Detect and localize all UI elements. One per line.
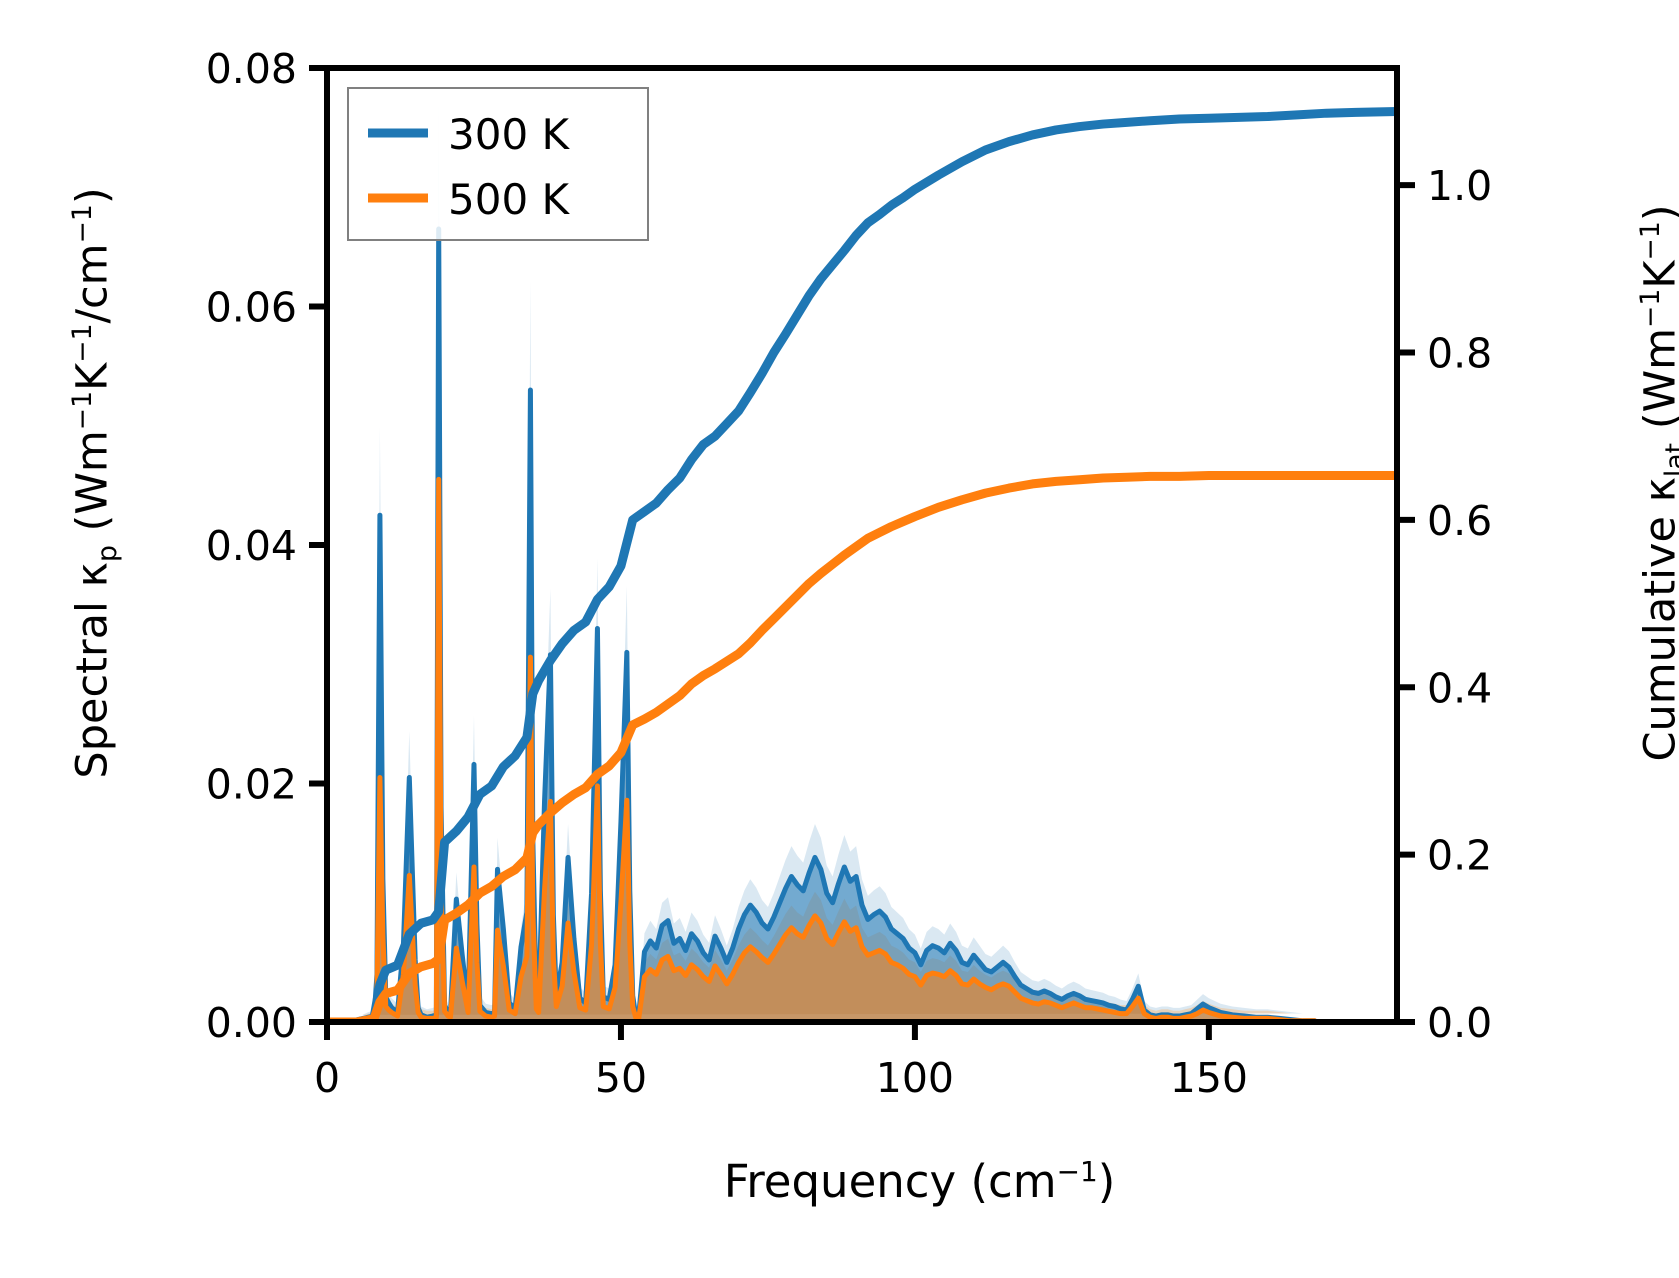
y-axis-left-label: Spectral κp (Wm−1K−1/cm−1) [67,33,123,933]
legend-label-300k: 300 K [448,110,571,159]
xlabel-close: ) [1097,1155,1116,1208]
x-tick-label: 50 [595,1054,647,1102]
cumulative-lines [327,107,1397,1022]
y-right-tick-label: 0.8 [1427,330,1492,378]
y-right-tick-label: 0.0 [1427,999,1492,1047]
spectral-lines [327,226,1318,1022]
ylabel-right-exp1: −1 [1635,288,1667,329]
legend-box [347,87,649,241]
ylabel-right-sub: lat [1659,442,1679,478]
x-axis-label: Frequency (cm−1) [0,1155,1679,1208]
ylabel-left-sub: p [91,545,123,563]
ylabel-left-text: Spectral [67,587,118,779]
ylabel-right-text: Cumulative [1635,516,1679,762]
x-tick-label: 150 [1170,1054,1248,1102]
ylabel-left-exp2: −1 [67,323,99,363]
ylabel-left-k: K [67,362,118,391]
ylabel-right-k: K [1635,261,1679,289]
y-right-tick-label: 0.4 [1427,664,1492,712]
y-left-tick-label: 0.08 [206,45,297,93]
y-left-tick-label: 0.04 [206,522,297,570]
ylabel-left-slash: /cm [67,243,118,324]
y-right-tick-label: 0.6 [1427,497,1492,545]
ylabel-left-kappa: κ [67,562,118,588]
axis-ticks [309,65,1415,1040]
x-tick-label: 0 [314,1054,340,1102]
legend[interactable]: 300 K 500 K [347,87,649,241]
ylabel-left-unitopen: (Wm [67,430,118,546]
ylabel-right-unitopen: (Wm [1635,328,1679,430]
legend-label-500k: 500 K [448,175,571,224]
xlabel-exp: −1 [1056,1155,1098,1188]
ylabel-right-kappa: κ [1635,477,1679,502]
ylabel-left-unitclose: ) [67,187,118,205]
x-tick-label: 100 [876,1054,954,1102]
y-right-tick-label: 0.2 [1427,832,1492,880]
ylabel-left-exp3: −1 [67,204,99,244]
y-right-tick-label: 1.0 [1427,162,1492,210]
y-axis-right-label: Cumulative κlat (Wm−1K−1) [1635,33,1679,933]
axis-tick-labels: 0 50 100 150 0.00 0.02 0.04 0.06 0.08 0.0 0.2 0.4 0.… [206,45,1493,1102]
ylabel-right-unitclose: ) [1635,204,1679,221]
xlabel-text: Frequency (cm [723,1155,1057,1208]
y-left-tick-label: 0.06 [206,284,297,332]
y-left-tick-label: 0.00 [206,999,297,1047]
y-left-tick-label: 0.02 [206,761,297,809]
ylabel-left-exp1: −1 [67,390,99,431]
ylabel-right-exp2: −1 [1635,221,1667,261]
